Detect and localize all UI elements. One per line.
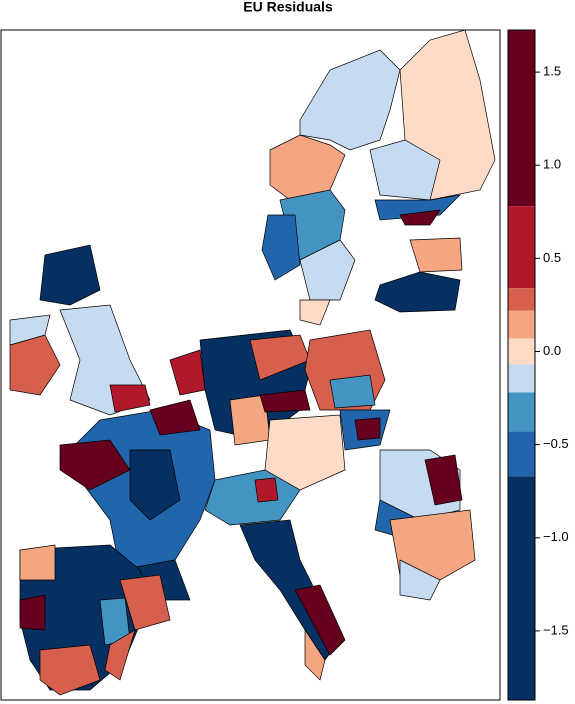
region	[389, 509, 476, 581]
region	[299, 239, 356, 301]
colorbar-band	[508, 364, 535, 393]
region	[19, 594, 46, 631]
region	[354, 417, 381, 441]
colorbar-band	[508, 30, 535, 207]
region	[269, 134, 346, 201]
region	[374, 271, 461, 313]
region	[39, 644, 101, 696]
region	[299, 299, 331, 326]
region	[399, 209, 441, 226]
region	[104, 629, 136, 681]
colorbar-band	[508, 288, 535, 311]
region	[204, 469, 301, 526]
region	[399, 559, 441, 601]
colorbar-band	[508, 431, 535, 477]
colorbar-band	[508, 206, 535, 289]
region	[374, 194, 462, 221]
colorbar: 1.5 1.0 0.5 0.0 −0.5 −1.0 −1.5	[507, 29, 569, 701]
region	[254, 477, 279, 503]
region	[59, 439, 131, 491]
colorbar-tick-label: 0.0	[543, 343, 561, 358]
colorbar-band	[508, 310, 535, 339]
region	[424, 454, 463, 506]
colorbar-band	[508, 392, 535, 432]
region	[329, 374, 376, 409]
colorbar-frame	[507, 29, 536, 701]
region	[39, 244, 101, 306]
region	[19, 544, 56, 581]
regions	[9, 29, 496, 696]
colorbar-tick-label: −1.0	[543, 529, 569, 544]
region	[259, 389, 311, 413]
region	[264, 414, 346, 491]
region	[9, 314, 51, 346]
colorbar-tick-label: 0.5	[543, 250, 561, 265]
colorbar-tick-label: 1.5	[543, 64, 561, 79]
region	[294, 584, 346, 656]
colorbar-tick-label: 1.0	[543, 157, 561, 172]
region	[409, 237, 463, 273]
region	[299, 49, 401, 151]
region	[149, 399, 201, 436]
region	[129, 449, 181, 521]
colorbar-band	[508, 338, 535, 365]
colorbar-tick-label: −0.5	[543, 436, 569, 451]
region	[304, 628, 326, 681]
colorbar-band	[508, 476, 535, 700]
map-title: EU Residuals	[243, 0, 333, 15]
region	[369, 139, 441, 201]
region	[119, 574, 171, 631]
region	[261, 214, 301, 281]
region	[109, 384, 151, 413]
colorbar-tick-label: −1.5	[543, 622, 569, 637]
